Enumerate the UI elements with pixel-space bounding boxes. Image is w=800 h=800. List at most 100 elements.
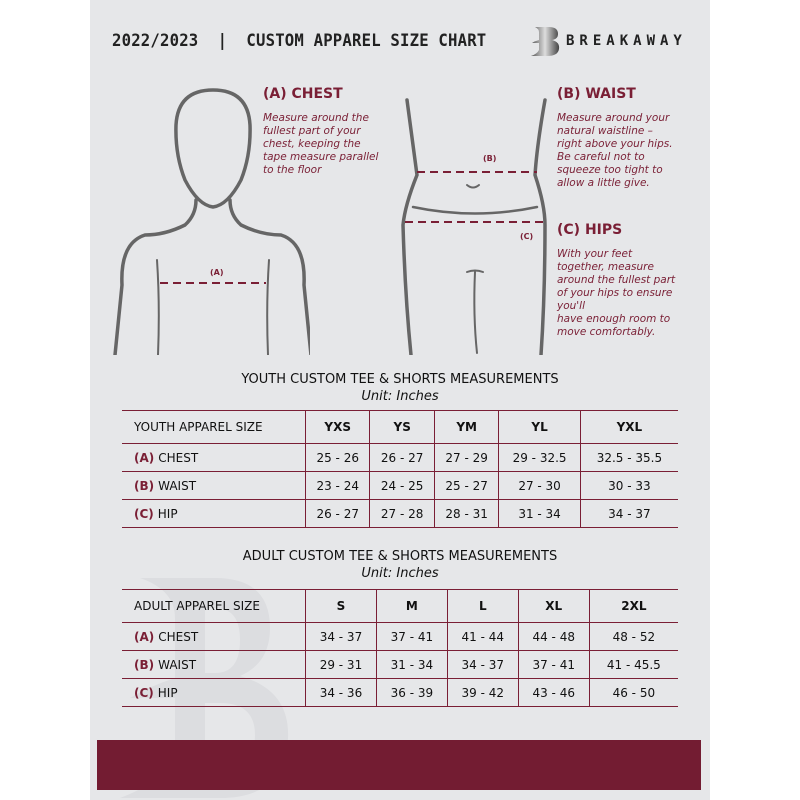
measurement-label: (C) HIP <box>122 499 306 528</box>
measurement-name: HIP <box>157 506 178 521</box>
measurement-value: 31 - 34 <box>498 499 581 528</box>
measurement-value: 43 - 46 <box>517 678 590 707</box>
adult-unit: Unit: Inches <box>361 566 439 581</box>
measurement-value: 25 - 26 <box>304 443 370 472</box>
size-column-header: YL <box>498 410 581 444</box>
text-line: right above your hips. <box>557 138 673 150</box>
table-row: (C) HIP 34 - 36 36 - 39 39 - 42 43 - 46 46 - 5… <box>122 678 678 707</box>
text-line: together, measure <box>557 261 654 273</box>
text-line: have enough room to <box>557 313 671 325</box>
youth-table-title: YOUTH CUSTOM TEE & SHORTS MEASUREMENTS <box>241 372 559 387</box>
chest-marker: (A) <box>210 268 224 277</box>
youth-size-table: YOUTH APPAREL SIZE YXS YS YM YL YXL (A) CHEST 25… <box>122 410 678 528</box>
size-column-header: YXS <box>304 410 370 444</box>
measurement-value: 34 - 37 <box>579 499 678 528</box>
text-line: Measure around your <box>557 112 670 124</box>
chest-heading: (A) CHEST <box>263 86 343 102</box>
text-line: to the floor <box>263 164 322 176</box>
measurement-value: 44 - 48 <box>517 622 590 651</box>
measurement-value: 37 - 41 <box>375 622 448 651</box>
brand-name: BREAKAWAY <box>566 33 687 49</box>
measurement-name: WAIST <box>158 657 197 672</box>
measurement-code: (A) <box>134 450 155 465</box>
size-column-header: 2XL <box>588 589 678 623</box>
size-column-header: YXL <box>579 410 678 444</box>
text-line: tape measure parallel <box>263 151 379 163</box>
table-row: (B) WAIST 29 - 31 31 - 34 34 - 37 37 - 41 41 -… <box>122 650 678 679</box>
measurement-value: 27 - 28 <box>369 499 435 528</box>
measurement-value: 36 - 39 <box>375 678 448 707</box>
text-line: move comfortably. <box>557 326 656 338</box>
measurement-value: 23 - 24 <box>304 471 370 500</box>
measurement-value: 48 - 52 <box>588 622 678 651</box>
size-column-header: XL <box>517 589 590 623</box>
text-line: you'll <box>557 300 586 312</box>
size-column-header: M <box>375 589 448 623</box>
table-row: (B) WAIST 23 - 24 24 - 25 25 - 27 27 - 30 30 -… <box>122 471 678 500</box>
measurement-value: 41 - 44 <box>446 622 519 651</box>
size-column-header: YS <box>369 410 435 444</box>
waist-heading: (B) WAIST <box>557 86 636 102</box>
table-row: (A) CHEST 34 - 37 37 - 41 41 - 44 44 - 48 48 -… <box>122 622 678 651</box>
text-line: chest, keeping the <box>263 138 361 150</box>
measurement-value: 34 - 37 <box>305 622 377 651</box>
measurement-label: (A) CHEST <box>122 443 306 472</box>
youth-unit: Unit: Inches <box>361 389 439 404</box>
adult-table-title: ADULT CUSTOM TEE & SHORTS MEASUREMENTS <box>242 549 558 564</box>
text-line: allow a little give. <box>557 177 650 189</box>
text-line: fullest part of your <box>263 125 361 137</box>
measurement-name: HIP <box>157 685 178 700</box>
measurement-value: 37 - 41 <box>517 650 590 679</box>
size-column-header: YM <box>433 410 499 444</box>
measurement-value: 25 - 27 <box>433 471 499 500</box>
measurement-value: 34 - 37 <box>446 650 519 679</box>
measurement-name: CHEST <box>158 450 199 465</box>
measurement-label: (C) HIP <box>122 678 306 707</box>
text-line: natural waistline – <box>557 125 653 137</box>
measurement-value: 46 - 50 <box>588 678 678 707</box>
measurement-value: 28 - 31 <box>433 499 499 528</box>
measurement-value: 24 - 25 <box>369 471 435 500</box>
measurement-value: 39 - 42 <box>446 678 519 707</box>
size-label-header: YOUTH APPAREL SIZE <box>122 410 306 444</box>
lower-body-illustration <box>401 98 547 355</box>
table-header-row: ADULT APPAREL SIZE S M L XL 2XL <box>122 589 678 623</box>
table-row: (C) HIP 26 - 27 27 - 28 28 - 31 31 - 34 34 - 3… <box>122 499 678 528</box>
measurement-value: 32.5 - 35.5 <box>579 443 678 472</box>
measurement-value: 26 - 27 <box>304 499 370 528</box>
measurement-value: 27 - 30 <box>498 471 581 500</box>
measurement-value: 34 - 36 <box>305 678 377 707</box>
breakaway-logo-icon <box>531 27 560 56</box>
hips-instructions: With your feet together, measure around … <box>557 248 675 339</box>
measurement-value: 29 - 32.5 <box>498 443 581 472</box>
chest-instructions: Measure around the fullest part of your … <box>263 112 378 177</box>
measurement-code: (B) <box>134 657 155 672</box>
measurement-value: 26 - 27 <box>369 443 435 472</box>
measurement-code: (C) <box>134 506 154 521</box>
measurement-code: (B) <box>134 478 155 493</box>
text-line: Measure around the <box>263 112 369 124</box>
measurement-label: (B) WAIST <box>122 650 306 679</box>
table-row: (A) CHEST 25 - 26 26 - 27 27 - 29 29 - 32.5 32… <box>122 443 678 472</box>
text-line: of your hips to ensure <box>557 287 673 299</box>
hips-heading: (C) HIPS <box>557 222 623 238</box>
measurement-name: CHEST <box>158 629 199 644</box>
waist-marker: (B) <box>483 154 497 163</box>
measurement-value: 30 - 33 <box>579 471 678 500</box>
waist-instructions: Measure around your natural waistline – … <box>557 112 673 190</box>
hips-marker: (C) <box>520 232 534 241</box>
text-line: around the fullest part <box>557 274 676 286</box>
text-line: With your feet <box>557 248 633 260</box>
size-label-header: ADULT APPAREL SIZE <box>122 589 306 623</box>
text-line: squeeze too tight to <box>557 164 663 176</box>
measurement-value: 29 - 31 <box>305 650 377 679</box>
size-column-header: S <box>305 589 377 623</box>
upper-body-illustration <box>113 88 310 355</box>
measurement-name: WAIST <box>158 478 197 493</box>
measurement-value: 31 - 34 <box>375 650 448 679</box>
text-line: Be careful not to <box>557 151 645 163</box>
measurement-value: 27 - 29 <box>433 443 499 472</box>
measurement-code: (A) <box>134 629 155 644</box>
adult-size-table: ADULT APPAREL SIZE S M L XL 2XL (A) CHEST 34 - 3… <box>122 589 678 707</box>
measurement-label: (A) CHEST <box>122 622 306 651</box>
